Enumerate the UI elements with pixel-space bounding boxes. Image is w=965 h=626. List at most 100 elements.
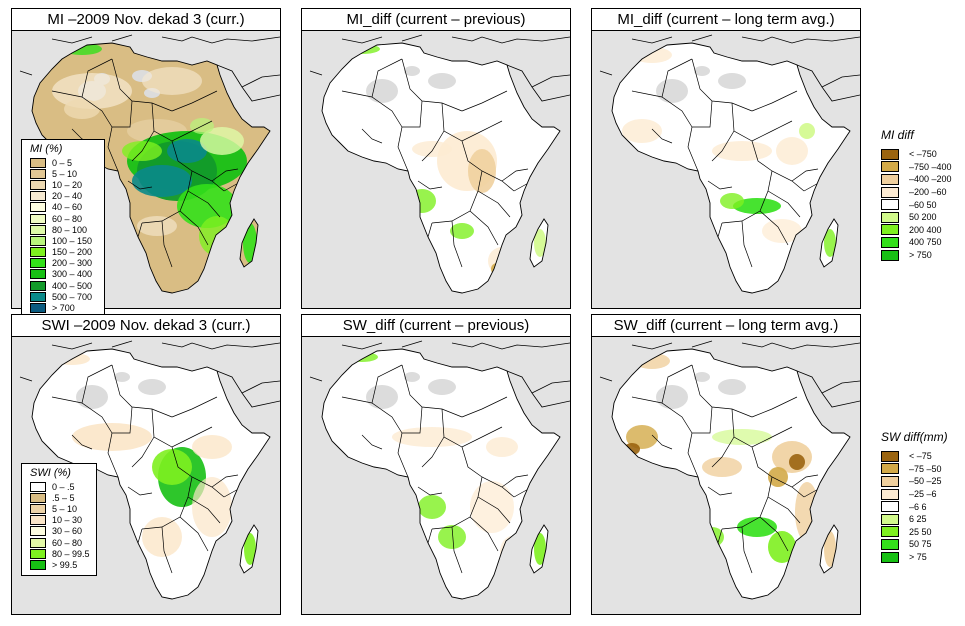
country-border bbox=[717, 222, 723, 238]
legend-label: 50 75 bbox=[909, 539, 932, 550]
legend-item: 500 – 700 bbox=[30, 291, 98, 302]
value-region bbox=[626, 425, 658, 449]
value-region bbox=[450, 223, 474, 239]
map-sw-diff-previous bbox=[301, 336, 571, 615]
legend-swatch bbox=[30, 224, 46, 235]
value-region bbox=[622, 119, 662, 143]
country-border bbox=[741, 526, 753, 574]
no-data-region bbox=[694, 372, 710, 382]
legend-swatch bbox=[30, 258, 46, 269]
country-border bbox=[461, 396, 508, 418]
value-region bbox=[52, 73, 132, 109]
coastline-north bbox=[19, 34, 280, 102]
no-data-region bbox=[404, 66, 420, 76]
legend-item: 400 – 500 bbox=[30, 280, 98, 291]
legend-item: –25 –6 bbox=[881, 488, 948, 501]
country-border bbox=[421, 130, 445, 162]
legend-item: < –75 bbox=[881, 450, 948, 463]
country-border bbox=[179, 210, 209, 246]
coastline bbox=[31, 348, 271, 600]
legend-label: 40 – 60 bbox=[52, 202, 83, 213]
legend-label: > 700 bbox=[52, 303, 75, 314]
value-region bbox=[768, 467, 788, 487]
africa-map bbox=[309, 340, 570, 600]
country-border bbox=[717, 528, 723, 544]
legend-item: 80 – 99.5 bbox=[30, 548, 90, 559]
value-region bbox=[534, 533, 546, 565]
coastline-north bbox=[309, 34, 570, 102]
legend-swatch bbox=[30, 191, 46, 202]
legend-swatch bbox=[30, 168, 46, 179]
no-data-region bbox=[428, 379, 456, 395]
value-region bbox=[438, 525, 466, 549]
country-border bbox=[171, 396, 218, 418]
country-border bbox=[371, 58, 403, 98]
country-border bbox=[707, 486, 733, 496]
africa-map bbox=[19, 340, 280, 600]
coastline bbox=[611, 42, 851, 294]
legend-swatch bbox=[30, 559, 46, 570]
country-border bbox=[427, 222, 433, 238]
legend-label: 10 – 30 bbox=[52, 515, 83, 526]
value-region bbox=[534, 229, 546, 257]
map-mi-diff-previous bbox=[301, 30, 571, 309]
legend-swatch bbox=[881, 199, 899, 211]
legend-swatch bbox=[881, 186, 899, 198]
no-data-region bbox=[428, 73, 456, 89]
legend-item: 100 – 150 bbox=[30, 235, 98, 246]
legend-label: < –75 bbox=[909, 451, 932, 462]
country-border bbox=[692, 100, 713, 128]
value-region bbox=[192, 477, 232, 537]
country-border bbox=[402, 100, 423, 128]
value-region bbox=[702, 457, 742, 477]
coastline bbox=[321, 42, 561, 294]
legend-swatch bbox=[881, 526, 899, 538]
legend-item: 6 25 bbox=[881, 513, 948, 526]
no-data-region bbox=[138, 379, 166, 395]
value-region bbox=[789, 454, 805, 470]
country-border bbox=[371, 364, 403, 404]
coastline bbox=[611, 348, 851, 600]
no-data-region bbox=[656, 385, 688, 409]
legend-mi-diff: MI diff < –750 –750 –400 –400 –200 –200 –60… bbox=[881, 128, 952, 261]
country-border bbox=[179, 516, 209, 552]
legend-label: –400 –200 bbox=[909, 174, 952, 185]
country-border bbox=[711, 130, 735, 162]
legend-swatch bbox=[30, 548, 46, 559]
value-region bbox=[152, 449, 192, 485]
country-border bbox=[361, 128, 383, 144]
legend-label: –750 –400 bbox=[909, 161, 952, 172]
legend-label: 150 – 200 bbox=[52, 247, 93, 258]
country-border bbox=[131, 436, 155, 468]
value-region bbox=[418, 495, 446, 519]
country-border bbox=[477, 190, 511, 218]
country-border bbox=[711, 436, 735, 468]
coastline-north bbox=[599, 34, 860, 102]
legend-label: 0 – 5 bbox=[52, 157, 73, 168]
country-border bbox=[127, 180, 153, 190]
legend-item: 5 – 10 bbox=[30, 503, 90, 514]
legend-swatch bbox=[881, 501, 899, 513]
value-region bbox=[684, 502, 700, 542]
country-border bbox=[501, 168, 529, 182]
no-data-region bbox=[718, 379, 746, 395]
legend-swatch bbox=[881, 488, 899, 500]
legend-item: 0 – .5 bbox=[30, 481, 90, 492]
legend-swatch bbox=[30, 235, 46, 246]
legend-item: –750 –400 bbox=[881, 161, 952, 174]
country-border bbox=[421, 436, 445, 468]
legend-label: –75 –50 bbox=[909, 463, 942, 474]
legend-item: 10 – 30 bbox=[30, 515, 90, 526]
legend-swatch bbox=[30, 269, 46, 280]
value-region bbox=[799, 123, 815, 139]
value-region bbox=[243, 223, 257, 263]
legend-item: 60 – 80 bbox=[30, 213, 98, 224]
legend-swatch bbox=[881, 148, 899, 160]
legend-label: 20 – 40 bbox=[52, 191, 83, 202]
country-border bbox=[427, 528, 433, 544]
value-region bbox=[192, 435, 232, 459]
country-border bbox=[112, 100, 133, 128]
legend-label: .5 – 5 bbox=[52, 492, 75, 503]
legend-swatch bbox=[30, 481, 46, 492]
